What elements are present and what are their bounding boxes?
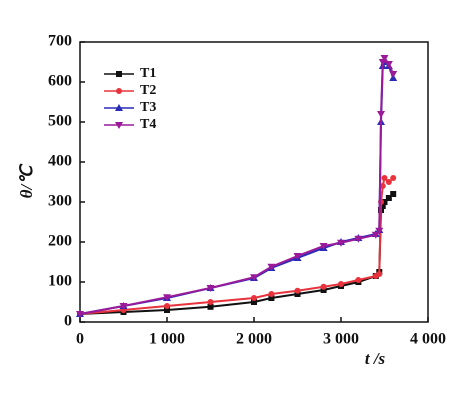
marker bbox=[320, 283, 327, 290]
marker bbox=[375, 227, 384, 235]
marker bbox=[116, 71, 122, 77]
marker bbox=[251, 299, 257, 305]
marker bbox=[376, 271, 383, 277]
series-line bbox=[79, 176, 394, 315]
series-line bbox=[79, 60, 395, 315]
marker bbox=[371, 231, 380, 239]
marker bbox=[268, 295, 275, 301]
marker bbox=[338, 281, 344, 287]
y-tick-label: 600 bbox=[48, 73, 72, 90]
marker bbox=[320, 287, 327, 293]
y-tick-label: 400 bbox=[48, 153, 72, 170]
y-axis-label: θ/℃ bbox=[17, 163, 36, 199]
marker bbox=[250, 274, 258, 282]
marker bbox=[390, 191, 397, 197]
legend-label: T1 bbox=[140, 66, 156, 81]
marker bbox=[390, 175, 397, 181]
y-tick-label: 200 bbox=[48, 233, 72, 250]
x-tick-label: 4 000 bbox=[410, 331, 446, 348]
marker bbox=[119, 303, 128, 310]
y-tick-label: 100 bbox=[48, 273, 72, 290]
x-tick-label: 3 000 bbox=[323, 331, 359, 348]
legend-label: T3 bbox=[140, 100, 156, 115]
marker bbox=[385, 179, 392, 185]
marker bbox=[389, 71, 398, 78]
marker bbox=[251, 295, 257, 301]
marker bbox=[116, 88, 122, 94]
marker bbox=[294, 287, 301, 294]
y-tick-label: 500 bbox=[48, 113, 72, 130]
marker bbox=[206, 285, 215, 292]
marker bbox=[207, 303, 214, 310]
series-line bbox=[79, 55, 395, 315]
marker bbox=[268, 291, 275, 297]
marker bbox=[115, 104, 123, 111]
marker bbox=[164, 307, 170, 313]
marker bbox=[76, 311, 84, 318]
y-tick-label: 300 bbox=[48, 193, 72, 210]
marker bbox=[267, 263, 276, 271]
y-tick-label: 700 bbox=[48, 33, 72, 50]
marker bbox=[293, 253, 302, 260]
x-tick-label: 0 bbox=[76, 331, 84, 348]
marker bbox=[381, 199, 388, 205]
legend-label: T2 bbox=[140, 83, 156, 98]
marker bbox=[379, 183, 386, 189]
series-line bbox=[79, 193, 394, 315]
marker bbox=[381, 175, 388, 181]
marker bbox=[384, 61, 393, 68]
marker bbox=[354, 235, 363, 243]
legend-label: T4 bbox=[140, 117, 156, 132]
marker bbox=[207, 299, 214, 305]
x-tick-label: 1 000 bbox=[149, 331, 185, 348]
marker bbox=[294, 291, 301, 297]
marker bbox=[164, 303, 170, 309]
marker bbox=[115, 122, 123, 129]
marker bbox=[319, 243, 328, 250]
marker bbox=[379, 203, 386, 209]
marker bbox=[337, 239, 345, 247]
marker bbox=[380, 55, 389, 62]
x-axis-label: t /s bbox=[365, 349, 386, 368]
x-tick-label: 2 000 bbox=[236, 331, 272, 348]
marker bbox=[377, 111, 386, 118]
marker bbox=[385, 195, 392, 201]
marker bbox=[355, 277, 362, 283]
marker bbox=[163, 294, 171, 302]
y-tick-label: 0 bbox=[64, 313, 72, 330]
